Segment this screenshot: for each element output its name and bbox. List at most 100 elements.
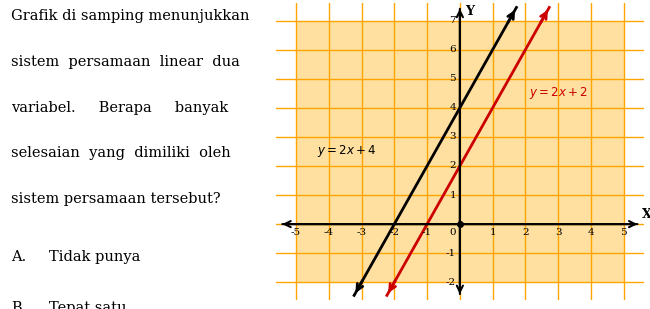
Bar bbox=[361, 137, 395, 166]
Bar bbox=[591, 108, 624, 137]
Text: -2: -2 bbox=[389, 228, 399, 238]
Bar bbox=[591, 137, 624, 166]
Bar bbox=[525, 224, 558, 253]
Text: sistem  persamaan  linear  dua: sistem persamaan linear dua bbox=[11, 55, 240, 69]
Bar bbox=[525, 137, 558, 166]
Bar bbox=[296, 253, 329, 282]
Bar bbox=[296, 108, 329, 137]
Bar bbox=[493, 79, 525, 108]
Bar bbox=[395, 108, 427, 137]
Bar bbox=[329, 79, 361, 108]
Bar bbox=[329, 253, 361, 282]
Text: Grafik di samping menunjukkan: Grafik di samping menunjukkan bbox=[11, 9, 250, 23]
Bar bbox=[427, 224, 460, 253]
Bar bbox=[427, 50, 460, 79]
Text: 7: 7 bbox=[449, 16, 456, 25]
Text: Tepat satu: Tepat satu bbox=[49, 301, 126, 309]
Bar bbox=[427, 20, 460, 50]
Bar bbox=[361, 224, 395, 253]
Text: 3: 3 bbox=[449, 132, 456, 142]
Bar bbox=[460, 224, 493, 253]
Bar bbox=[493, 224, 525, 253]
Bar bbox=[296, 20, 329, 50]
Text: -3: -3 bbox=[356, 228, 367, 238]
Bar bbox=[427, 253, 460, 282]
Bar bbox=[395, 50, 427, 79]
Bar bbox=[525, 108, 558, 137]
Bar bbox=[427, 195, 460, 224]
Text: 1: 1 bbox=[449, 191, 456, 200]
Text: 0: 0 bbox=[449, 228, 456, 238]
Bar bbox=[460, 79, 493, 108]
Text: Y: Y bbox=[465, 5, 474, 18]
Bar bbox=[460, 50, 493, 79]
Bar bbox=[361, 108, 395, 137]
Bar bbox=[361, 166, 395, 195]
Bar bbox=[361, 79, 395, 108]
Bar bbox=[329, 50, 361, 79]
Bar bbox=[361, 253, 395, 282]
Bar bbox=[296, 50, 329, 79]
Bar bbox=[460, 195, 493, 224]
Bar bbox=[493, 20, 525, 50]
Text: -4: -4 bbox=[324, 228, 334, 238]
Bar bbox=[493, 50, 525, 79]
Bar bbox=[493, 253, 525, 282]
Bar bbox=[395, 224, 427, 253]
Bar bbox=[558, 224, 591, 253]
Bar bbox=[493, 108, 525, 137]
Bar bbox=[296, 166, 329, 195]
Bar bbox=[296, 224, 329, 253]
Text: 4: 4 bbox=[449, 103, 456, 112]
Bar bbox=[395, 195, 427, 224]
Text: Tidak punya: Tidak punya bbox=[49, 250, 140, 264]
Bar bbox=[296, 79, 329, 108]
Bar bbox=[460, 166, 493, 195]
Bar bbox=[525, 253, 558, 282]
Bar bbox=[591, 79, 624, 108]
Text: 5: 5 bbox=[449, 74, 456, 83]
Bar bbox=[525, 195, 558, 224]
Text: -2: -2 bbox=[446, 278, 456, 287]
Bar bbox=[558, 166, 591, 195]
Text: B.: B. bbox=[11, 301, 26, 309]
Bar bbox=[395, 166, 427, 195]
Bar bbox=[395, 20, 427, 50]
Bar bbox=[460, 137, 493, 166]
Bar bbox=[591, 50, 624, 79]
Bar bbox=[427, 166, 460, 195]
Bar bbox=[329, 137, 361, 166]
Bar bbox=[591, 195, 624, 224]
Text: variabel.     Berapa     banyak: variabel. Berapa banyak bbox=[11, 101, 228, 115]
Bar bbox=[329, 108, 361, 137]
Text: sistem persamaan tersebut?: sistem persamaan tersebut? bbox=[11, 192, 220, 206]
Text: 1: 1 bbox=[489, 228, 496, 238]
Bar bbox=[525, 50, 558, 79]
Bar bbox=[591, 166, 624, 195]
Bar bbox=[395, 79, 427, 108]
Bar bbox=[329, 20, 361, 50]
Bar bbox=[558, 195, 591, 224]
Bar bbox=[493, 137, 525, 166]
Bar bbox=[558, 50, 591, 79]
Text: selesaian  yang  dimiliki  oleh: selesaian yang dimiliki oleh bbox=[11, 146, 231, 160]
Bar bbox=[427, 137, 460, 166]
Bar bbox=[525, 20, 558, 50]
Bar bbox=[558, 253, 591, 282]
Bar bbox=[493, 195, 525, 224]
Bar bbox=[558, 20, 591, 50]
Text: 4: 4 bbox=[588, 228, 594, 238]
Bar bbox=[329, 166, 361, 195]
Bar bbox=[460, 253, 493, 282]
Bar bbox=[558, 79, 591, 108]
Bar bbox=[558, 137, 591, 166]
Bar bbox=[525, 166, 558, 195]
Bar bbox=[427, 108, 460, 137]
Text: -1: -1 bbox=[422, 228, 432, 238]
Bar bbox=[558, 108, 591, 137]
Text: 2: 2 bbox=[449, 161, 456, 171]
Text: A.: A. bbox=[11, 250, 26, 264]
Text: $y = 2x + 4$: $y = 2x + 4$ bbox=[317, 143, 376, 159]
Bar bbox=[361, 195, 395, 224]
Bar bbox=[493, 166, 525, 195]
